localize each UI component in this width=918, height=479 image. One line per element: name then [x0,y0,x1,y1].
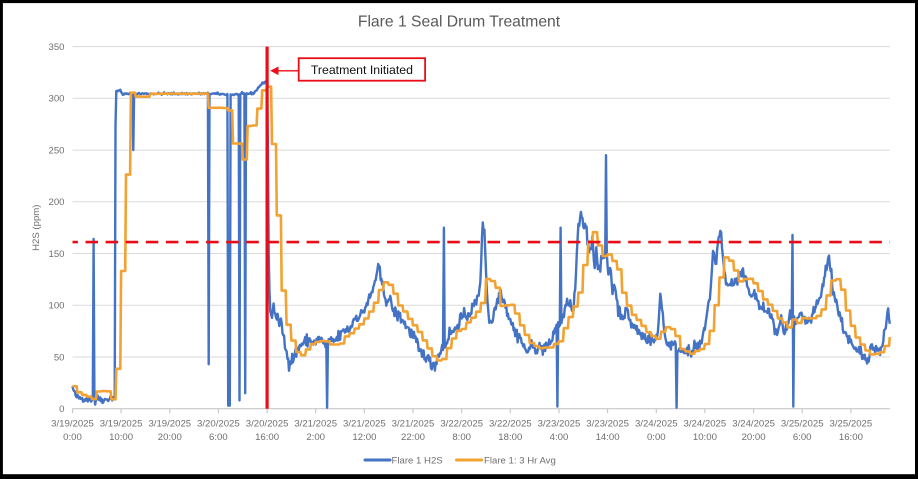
svg-text:3/21/2025: 3/21/2025 [343,419,386,430]
svg-text:3/24/2025: 3/24/2025 [684,419,727,430]
svg-text:250: 250 [48,146,64,157]
svg-text:Flare 1 H2S: Flare 1 H2S [392,455,443,466]
svg-text:100: 100 [48,301,64,312]
svg-text:50: 50 [54,352,65,363]
svg-text:3/22/2025: 3/22/2025 [440,419,483,430]
svg-text:3/25/2025: 3/25/2025 [830,419,873,430]
svg-text:16:00: 16:00 [255,432,279,443]
svg-text:16:00: 16:00 [839,432,863,443]
svg-text:20:00: 20:00 [742,432,766,443]
svg-text:3/19/2025: 3/19/2025 [51,419,94,430]
svg-text:6:00: 6:00 [793,432,812,443]
svg-text:3/21/2025: 3/21/2025 [392,419,435,430]
svg-text:0: 0 [59,404,64,415]
svg-text:10:00: 10:00 [693,432,717,443]
svg-text:18:00: 18:00 [498,432,522,443]
svg-text:3/24/2025: 3/24/2025 [732,419,775,430]
svg-text:3/19/2025: 3/19/2025 [148,419,191,430]
svg-text:3/24/2025: 3/24/2025 [635,419,678,430]
svg-text:150: 150 [48,249,64,260]
svg-text:Treatment Initiated: Treatment Initiated [311,63,413,77]
svg-text:200: 200 [48,197,64,208]
svg-text:H2S (ppm): H2S (ppm) [31,205,42,251]
svg-text:Flare 1: 3 Hr Avg: Flare 1: 3 Hr Avg [484,455,556,466]
svg-text:3/23/2025: 3/23/2025 [586,419,629,430]
svg-text:300: 300 [48,94,64,105]
svg-text:4:00: 4:00 [550,432,569,443]
svg-text:Flare 1 Seal Drum Treatment: Flare 1 Seal Drum Treatment [358,14,561,31]
svg-text:2:00: 2:00 [306,432,325,443]
svg-text:3/20/2025: 3/20/2025 [197,419,240,430]
svg-text:3/20/2025: 3/20/2025 [246,419,289,430]
svg-text:0:00: 0:00 [647,432,666,443]
svg-text:3/19/2025: 3/19/2025 [100,419,143,430]
svg-text:3/21/2025: 3/21/2025 [294,419,337,430]
svg-text:3/25/2025: 3/25/2025 [781,419,824,430]
svg-text:6:00: 6:00 [209,432,228,443]
svg-text:12:00: 12:00 [352,432,376,443]
svg-text:14:00: 14:00 [596,432,620,443]
svg-text:3/23/2025: 3/23/2025 [538,419,581,430]
svg-text:22:00: 22:00 [401,432,425,443]
svg-text:3/22/2025: 3/22/2025 [489,419,532,430]
svg-text:0:00: 0:00 [63,432,82,443]
svg-text:20:00: 20:00 [158,432,182,443]
svg-text:10:00: 10:00 [109,432,133,443]
svg-text:350: 350 [48,42,64,53]
svg-text:8:00: 8:00 [452,432,471,443]
